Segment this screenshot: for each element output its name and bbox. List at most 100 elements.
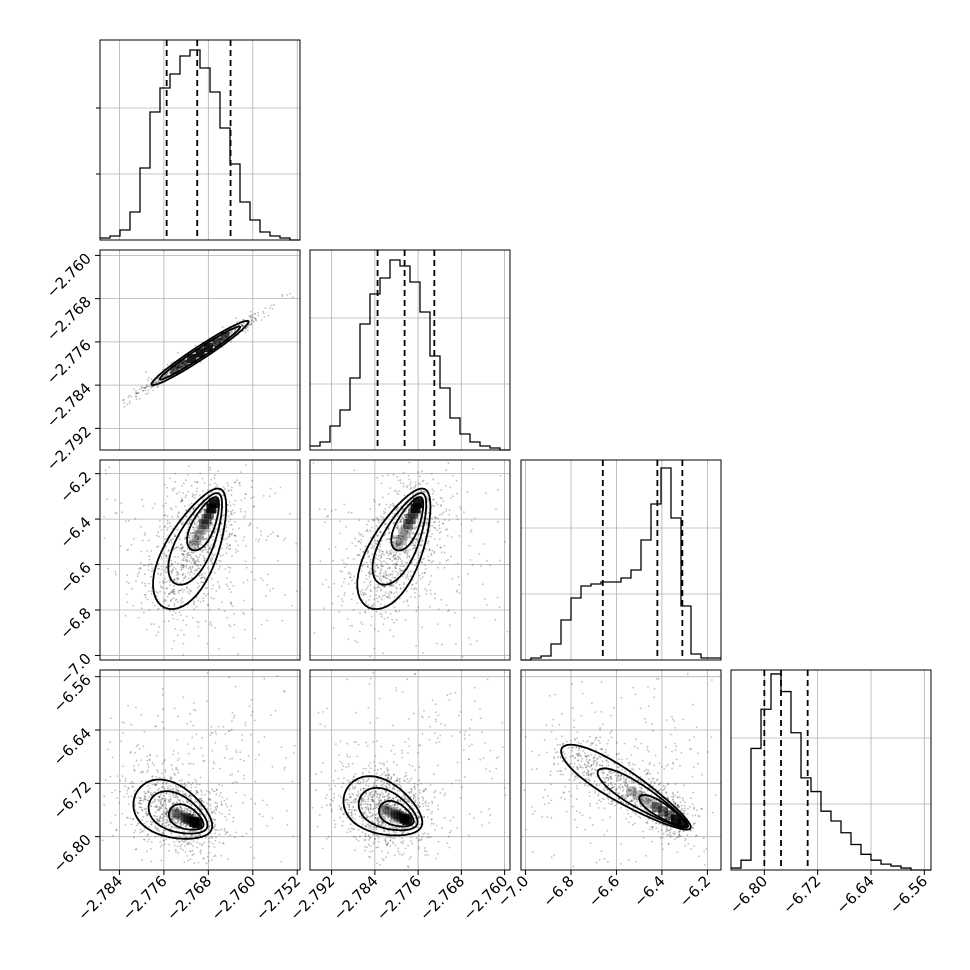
scatter-point: [111, 756, 114, 759]
scatter-point: [367, 795, 370, 798]
scatter-point: [240, 510, 242, 513]
scatter-point: [152, 775, 154, 777]
scatter-point: [383, 553, 385, 556]
scatter-point: [243, 759, 246, 762]
scatter-point: [220, 601, 223, 604]
scatter-point: [154, 799, 156, 802]
scatter-point: [447, 558, 449, 561]
scatter-point: [168, 788, 171, 791]
scatter-point: [203, 592, 205, 595]
scatter-point: [400, 520, 402, 523]
scatter-point: [159, 807, 161, 810]
scatter-point: [360, 533, 363, 536]
scatter-point: [203, 559, 206, 562]
scatter-point: [411, 842, 414, 845]
scatter-point: [168, 604, 171, 607]
scatter-point: [226, 577, 228, 580]
scatter-point: [341, 762, 343, 765]
scatter-point: [267, 314, 270, 317]
scatter-point: [402, 516, 404, 519]
scatter-point: [439, 546, 442, 549]
scatter-point: [242, 539, 245, 542]
scatter-point: [205, 594, 207, 597]
scatter-point: [403, 549, 406, 552]
scatter-point: [333, 796, 336, 799]
scatter-point: [202, 581, 205, 584]
scatter-point: [399, 534, 402, 537]
scatter-point: [249, 522, 252, 525]
scatter-point: [203, 841, 206, 844]
scatter-point: [192, 558, 195, 560]
scatter-point: [234, 481, 237, 483]
scatter-point: [186, 586, 188, 589]
scatter-point: [161, 813, 164, 816]
scatter-point: [191, 565, 194, 568]
scatter-point: [210, 544, 213, 546]
scatter-point: [201, 808, 204, 811]
scatter-point: [497, 488, 499, 491]
scatter-point: [167, 527, 169, 529]
scatter-point: [356, 641, 359, 644]
scatter-point: [437, 608, 440, 611]
scatter-point: [173, 588, 175, 591]
scatter-point: [231, 555, 233, 557]
scatter-point: [226, 797, 228, 800]
scatter-point: [210, 559, 212, 562]
scatter-point: [372, 800, 375, 803]
scatter-point: [371, 798, 374, 801]
scatter-point: [147, 789, 149, 792]
scatter-point: [120, 502, 123, 504]
scatter-point: [241, 739, 244, 742]
scatter-point: [124, 824, 127, 826]
scatter-point: [188, 551, 190, 554]
scatter-point: [424, 854, 427, 857]
scatter-point: [254, 317, 257, 320]
scatter-point: [422, 490, 425, 493]
scatter-point: [389, 579, 392, 582]
scatter-point: [192, 702, 195, 704]
scatter-point: [375, 525, 378, 527]
scatter-point: [372, 498, 375, 501]
scatter-point: [195, 481, 198, 483]
scatter-point: [435, 790, 437, 792]
scatter-point: [387, 768, 390, 771]
scatter-point: [368, 573, 371, 576]
scatter-point: [229, 331, 232, 334]
scatter-point: [163, 794, 166, 797]
scatter-point: [127, 519, 130, 522]
scatter-point: [384, 604, 386, 607]
scatter-point: [177, 572, 179, 575]
scatter-point: [222, 842, 225, 845]
scatter-point: [174, 848, 177, 851]
scatter-point: [133, 388, 135, 390]
scatter-point: [415, 491, 418, 494]
scatter-point: [200, 790, 203, 793]
scatter-point: [185, 509, 188, 512]
scatter-point: [220, 854, 223, 857]
scatter-point: [137, 568, 140, 570]
scatter-point: [212, 767, 215, 770]
scatter-point: [397, 528, 399, 531]
scatter-point: [190, 555, 193, 558]
scatter-point: [242, 319, 244, 322]
scatter-point: [201, 736, 204, 739]
scatter-point: [283, 768, 286, 771]
scatter-point: [445, 469, 448, 472]
scatter-point: [434, 597, 436, 600]
scatter-point: [328, 784, 331, 787]
scatter-point: [247, 524, 250, 527]
scatter-point: [157, 809, 160, 811]
scatter-point: [135, 398, 138, 400]
scatter-point: [195, 800, 198, 803]
scatter-point: [344, 566, 346, 569]
scatter-point: [408, 536, 411, 538]
scatter-point: [260, 623, 263, 626]
scatter-point: [222, 725, 225, 728]
scatter-point: [208, 527, 211, 530]
scatter-point: [200, 799, 203, 802]
scatter-point: [386, 760, 389, 763]
scatter-point: [351, 778, 354, 781]
scatter-point: [189, 567, 192, 570]
scatter-point: [194, 786, 197, 789]
scatter-point: [202, 555, 205, 557]
